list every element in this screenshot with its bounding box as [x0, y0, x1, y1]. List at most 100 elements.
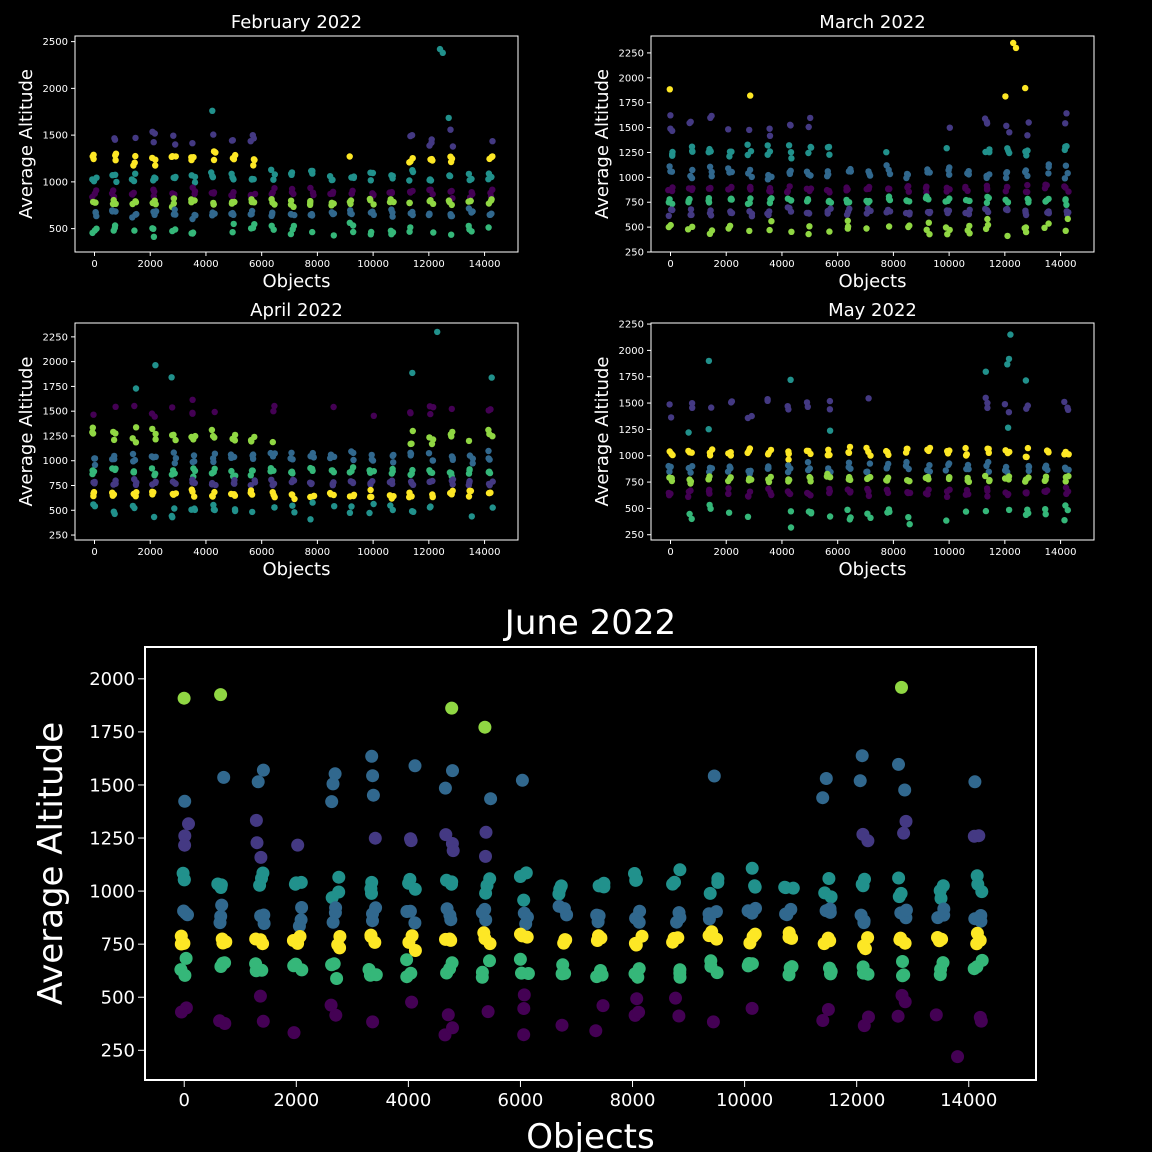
data-point	[191, 493, 198, 500]
data-point	[446, 764, 459, 778]
data-point	[386, 492, 394, 499]
data-point	[1062, 162, 1070, 169]
data-point	[443, 962, 457, 976]
data-point	[132, 385, 140, 392]
data-point	[805, 447, 812, 455]
data-point	[329, 901, 343, 915]
data-point	[178, 794, 192, 808]
data-point	[924, 446, 931, 453]
data-point	[1001, 401, 1009, 408]
y-tick-label: 1250	[89, 828, 135, 849]
data-point	[1042, 511, 1049, 518]
data-point	[191, 179, 199, 186]
data-point	[289, 470, 296, 477]
data-point	[845, 199, 853, 206]
data-point	[408, 759, 422, 773]
data-point	[367, 169, 374, 176]
data-point	[847, 465, 854, 472]
data-point	[218, 956, 232, 970]
data-point	[309, 189, 317, 196]
data-point	[229, 435, 236, 442]
data-point	[687, 206, 695, 213]
data-point	[211, 434, 218, 441]
data-point	[228, 210, 235, 217]
data-point	[328, 209, 335, 216]
data-point	[209, 455, 217, 462]
data-point	[91, 503, 99, 510]
data-point	[924, 473, 932, 481]
data-point	[289, 957, 303, 971]
data-point	[327, 451, 335, 458]
data-point	[867, 473, 874, 481]
data-point	[489, 478, 496, 485]
data-point	[936, 956, 950, 970]
chart-title: April 2022	[250, 300, 343, 321]
data-point	[326, 173, 334, 180]
data-point	[728, 195, 735, 202]
x-tick-label: 6000	[825, 259, 850, 270]
data-point	[786, 476, 793, 484]
data-point	[805, 210, 813, 217]
data-point	[228, 198, 236, 206]
data-point	[807, 114, 814, 122]
data-point	[894, 886, 908, 900]
data-point	[465, 170, 473, 178]
data-point	[1024, 172, 1031, 180]
data-point	[728, 148, 735, 155]
data-point	[747, 183, 754, 191]
data-point	[687, 172, 694, 180]
data-point	[826, 228, 833, 235]
data-point	[513, 952, 527, 966]
data-point	[110, 508, 118, 515]
data-point	[945, 207, 953, 214]
data-point	[307, 453, 314, 460]
data-point	[172, 153, 179, 160]
data-point	[178, 838, 192, 852]
data-point	[132, 424, 140, 431]
data-point	[449, 143, 457, 150]
data-point	[744, 492, 752, 500]
data-point	[1065, 473, 1072, 480]
data-point	[270, 226, 277, 233]
data-point	[191, 458, 198, 465]
data-point	[209, 479, 216, 487]
data-point	[746, 470, 753, 477]
data-point	[966, 230, 973, 237]
data-point	[427, 177, 435, 184]
data-point	[90, 155, 97, 163]
data-point	[688, 143, 696, 150]
data-point	[366, 788, 380, 802]
data-point	[856, 879, 870, 893]
data-point	[748, 173, 755, 181]
plot-frame	[650, 322, 1095, 541]
data-point	[210, 201, 217, 208]
data-point	[247, 436, 255, 444]
data-point	[885, 193, 893, 200]
data-point	[487, 406, 494, 413]
data-point	[883, 149, 890, 156]
data-point	[445, 114, 452, 122]
data-point	[370, 500, 377, 508]
data-point	[982, 148, 989, 156]
data-point	[1002, 188, 1009, 195]
data-point	[149, 154, 156, 162]
data-point	[132, 199, 140, 206]
data-point	[826, 397, 834, 405]
data-point	[669, 127, 676, 135]
data-point	[330, 403, 337, 411]
outlier-point	[434, 328, 441, 336]
data-point	[1005, 409, 1013, 416]
data-point	[172, 436, 179, 444]
data-point	[857, 1019, 871, 1033]
data-point	[369, 190, 376, 197]
data-point	[886, 508, 893, 515]
data-point	[689, 463, 696, 470]
data-point	[189, 140, 196, 147]
data-point	[214, 878, 228, 892]
data-point	[465, 493, 473, 500]
data-point	[745, 1001, 759, 1015]
data-point	[291, 509, 298, 516]
data-point	[249, 451, 257, 458]
data-point	[178, 829, 192, 843]
